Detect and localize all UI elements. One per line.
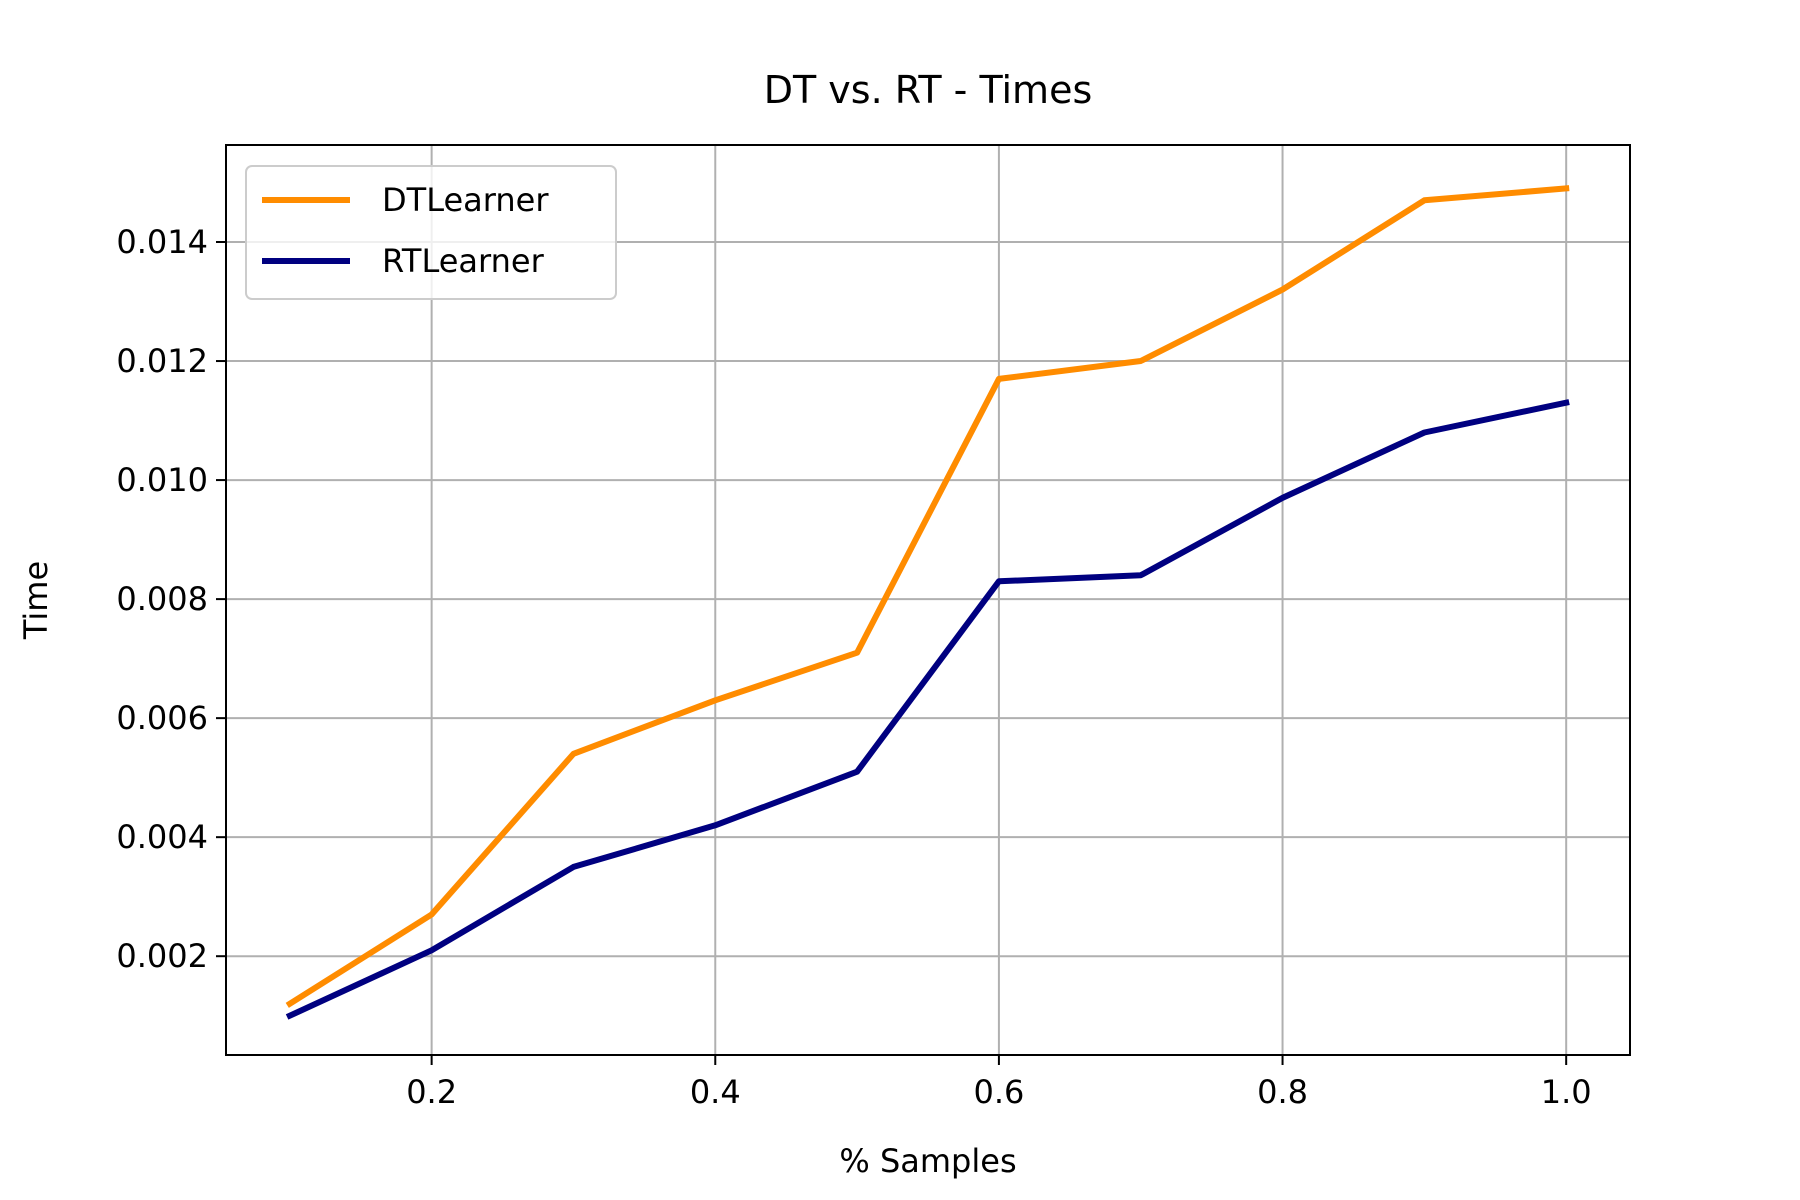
y-tick-label-0-010: 0.010 [116,461,208,499]
y-axis-label: Time [17,561,55,640]
x-axis-label: % Samples [839,1142,1016,1180]
y-tick-label-0-012: 0.012 [116,342,208,380]
y-tick-label-0-004: 0.004 [116,818,208,856]
chart-title: DT vs. RT - Times [764,68,1093,112]
x-tick-label-1-0: 1.0 [1541,1073,1592,1111]
x-tick-label-0-6: 0.6 [973,1073,1024,1111]
legend-label-dtlearner: DTLearner [382,181,549,219]
y-tick-label-0-006: 0.006 [116,699,208,737]
y-tick-label-0-008: 0.008 [116,580,208,618]
x-tick-label-0-8: 0.8 [1257,1073,1308,1111]
y-tick-label-0-014: 0.014 [116,223,208,261]
x-tick-label-0-2: 0.2 [406,1073,457,1111]
series-line-rtlearner [285,399,1570,1020]
legend: DTLearner RTLearner [245,165,617,300]
x-tick-label-0-4: 0.4 [690,1073,741,1111]
y-tick-label-0-002: 0.002 [116,937,208,975]
legend-label-rtlearner: RTLearner [382,242,545,280]
series-line-dtlearner [285,185,1570,1008]
